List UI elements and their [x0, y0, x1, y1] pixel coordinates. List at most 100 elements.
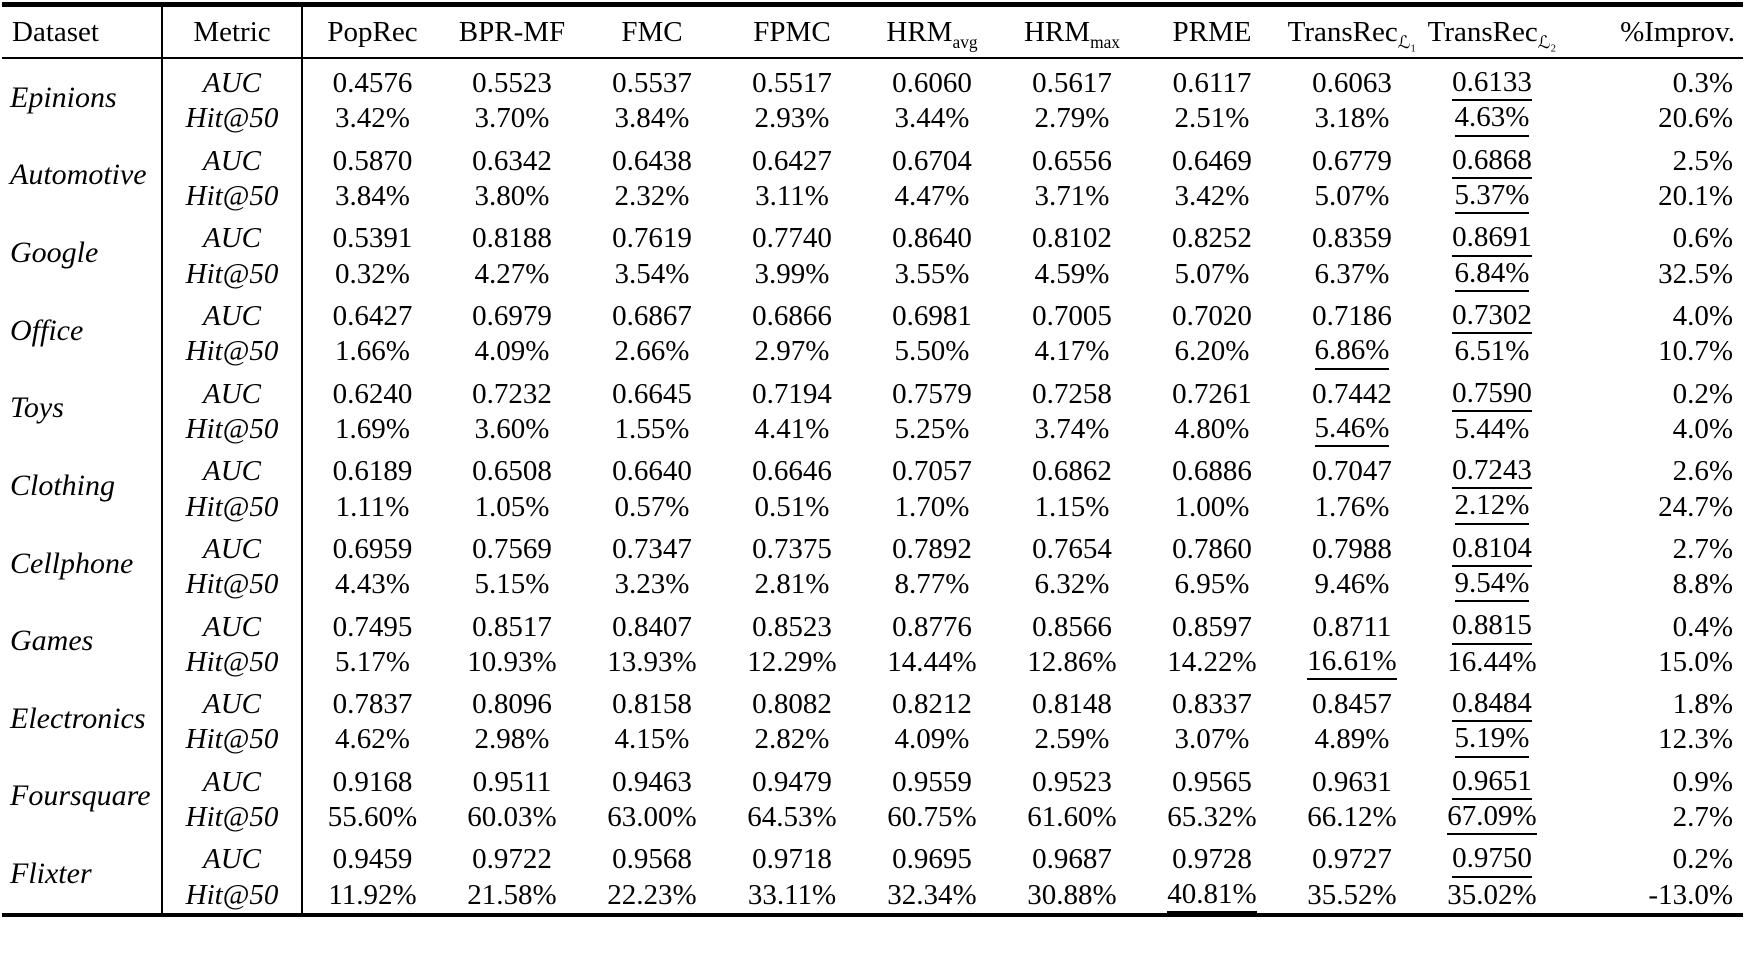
value-text: 0.8252: [1172, 222, 1252, 255]
value-cell: 3.44%: [862, 101, 1002, 136]
improvement-cell: 0.6%: [1562, 214, 1743, 256]
column-sublabel: avg: [952, 31, 978, 52]
value-text: 12.29%: [747, 645, 837, 678]
value-text: 4.09%: [474, 335, 550, 368]
value-text: 0.7057: [892, 455, 972, 488]
value-text: 20.1%: [1658, 180, 1733, 213]
value-cell: 5.19%: [1422, 722, 1562, 758]
value-text: 0.7495: [332, 610, 413, 643]
metric-cell: Hit@50: [162, 411, 303, 448]
dataset-cell: Cellphone: [2, 524, 163, 603]
improvement-cell: 0.4%: [1562, 602, 1743, 644]
best-value: 16.61%: [1307, 645, 1397, 680]
value-cell: 0.6862: [1002, 447, 1142, 489]
value-text: 0.6704: [892, 144, 972, 177]
value-text: 1.55%: [614, 412, 690, 445]
column-header-poprec: PopRec: [302, 4, 442, 59]
value-text: 21.58%: [467, 878, 557, 911]
header-row: Dataset Metric PopRec BPR-MF FMC FPMC HRMavg HR…: [2, 4, 1743, 59]
value-text: 0.8188: [472, 222, 552, 255]
value-text: 63.00%: [607, 801, 697, 834]
value-text: 0.9511: [472, 765, 552, 798]
value-text: 1.11%: [335, 490, 410, 523]
value-cell: 2.97%: [722, 334, 862, 369]
value-cell: 3.23%: [582, 567, 722, 602]
value-cell: 16.61%: [1282, 645, 1422, 680]
value-cell: 0.57%: [582, 489, 722, 524]
value-text: 3.18%: [1314, 102, 1390, 135]
value-cell: 21.58%: [442, 878, 582, 915]
value-cell: 0.5537: [582, 58, 722, 101]
value-text: 4.62%: [335, 723, 410, 756]
value-cell: 0.8691: [1422, 214, 1562, 257]
value-text: 0.8359: [1312, 222, 1392, 255]
value-cell: 0.6959: [302, 525, 442, 567]
value-cell: 5.25%: [862, 412, 1002, 447]
value-text: 0.6438: [612, 144, 692, 177]
column-label: TransRec: [1427, 15, 1538, 48]
table-row: Hit@50 1.11% 1.05% 0.57% 0.51% 1.70% 1.15% 1.00…: [2, 489, 1743, 525]
table-row: Hit@50 4.43% 5.15% 3.23% 2.81% 8.77% 6.32% 6.95…: [2, 567, 1743, 603]
value-cell: 0.8212: [862, 680, 1002, 722]
value-cell: 35.02%: [1422, 878, 1562, 915]
value-cell: 0.6060: [862, 58, 1002, 101]
value-text: 0.9%: [1672, 765, 1733, 798]
value-cell: 5.07%: [1282, 179, 1422, 214]
value-text: 3.71%: [1034, 180, 1110, 213]
value-text: 15.0%: [1658, 645, 1733, 678]
value-text: 0.6981: [892, 300, 972, 333]
value-text: 13.93%: [607, 645, 697, 678]
column-label: FPMC: [753, 15, 831, 48]
value-cell: 0.7057: [862, 447, 1002, 489]
value-text: 0.6117: [1172, 67, 1252, 100]
metric-cell: AUC: [162, 680, 303, 723]
value-text: 9.46%: [1314, 568, 1390, 601]
value-cell: 1.66%: [302, 334, 442, 369]
improvement-cell: 0.2%: [1562, 835, 1743, 877]
value-cell: 0.7569: [442, 525, 582, 567]
value-cell: 3.80%: [442, 179, 582, 214]
value-cell: 8.77%: [862, 567, 1002, 602]
baseline-comparison-table: Dataset Metric PopRec BPR-MF FMC FPMC HRMavg HR…: [2, 2, 1743, 917]
value-text: 0.8158: [612, 688, 692, 721]
value-text: 0.7375: [752, 532, 832, 565]
value-text: 0.8337: [1172, 688, 1252, 721]
value-text: 22.23%: [607, 878, 697, 911]
value-cell: 66.12%: [1282, 800, 1422, 835]
value-cell: 3.71%: [1002, 179, 1142, 214]
value-cell: 4.17%: [1002, 334, 1142, 369]
value-cell: 2.66%: [582, 334, 722, 369]
value-cell: 4.89%: [1282, 722, 1422, 757]
value-cell: 0.6133: [1422, 58, 1562, 102]
best-value: 5.46%: [1314, 412, 1390, 448]
value-cell: 4.62%: [302, 722, 442, 757]
value-text: 3.99%: [754, 257, 830, 290]
value-text: 0.4%: [1672, 610, 1733, 643]
metric-cell: Hit@50: [162, 101, 303, 137]
best-value: 5.19%: [1454, 723, 1530, 758]
value-cell: 64.53%: [722, 800, 862, 835]
best-value: 67.09%: [1447, 800, 1537, 836]
value-text: 0.4576: [332, 67, 413, 100]
value-cell: 2.93%: [722, 101, 862, 136]
value-text: 4.0%: [1672, 412, 1733, 445]
value-text: 0.7569: [472, 532, 552, 565]
value-cell: 30.88%: [1002, 878, 1142, 915]
value-cell: 0.7258: [1002, 370, 1142, 412]
value-cell: 0.6979: [442, 292, 582, 334]
value-text: 4.15%: [614, 723, 690, 756]
column-header-bprmf: BPR-MF: [442, 4, 582, 59]
dataset-cell: Electronics: [2, 680, 163, 758]
metric-cell: Hit@50: [162, 722, 303, 758]
value-text: 1.15%: [1034, 490, 1110, 523]
value-cell: 0.7837: [302, 680, 442, 722]
metric-cell: AUC: [162, 369, 303, 412]
table-row: Hit@50 11.92% 21.58% 22.23% 33.11% 32.34% 30.8…: [2, 877, 1743, 915]
value-cell: 4.09%: [442, 334, 582, 369]
value-text: 0.5537: [612, 67, 692, 100]
value-cell: 0.7232: [442, 370, 582, 412]
value-cell: 3.18%: [1282, 101, 1422, 136]
value-text: 0.8711: [1312, 610, 1392, 643]
value-text: 0.8566: [1032, 610, 1112, 643]
value-cell: 4.59%: [1002, 257, 1142, 292]
